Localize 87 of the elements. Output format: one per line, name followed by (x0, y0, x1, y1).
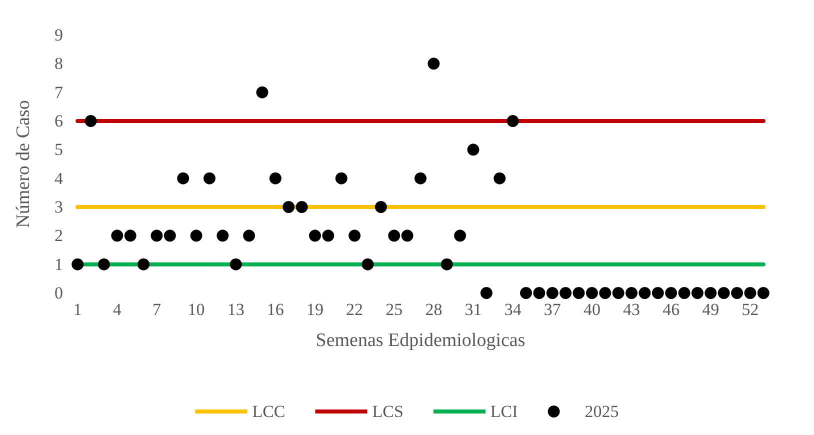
x-tick-label: 52 (742, 300, 759, 319)
point (296, 201, 308, 213)
legend-label: LCS (372, 402, 404, 421)
point (480, 287, 492, 299)
y-axis-title: Número de Caso (13, 100, 34, 228)
point (388, 230, 400, 242)
x-tick-label: 28 (425, 300, 442, 319)
x-tick-label: 40 (583, 300, 600, 319)
y-tick-label: 8 (54, 54, 63, 74)
x-tick-label: 49 (702, 300, 720, 319)
y-tick-label: 3 (54, 198, 63, 216)
point (335, 172, 348, 184)
point (150, 230, 163, 242)
point (243, 230, 256, 242)
point (138, 258, 150, 270)
x-tick-label: 37 (544, 300, 562, 319)
x-tick-label: 34 (504, 300, 522, 319)
y-tick-label: 6 (54, 112, 63, 130)
point (256, 86, 268, 98)
point (190, 230, 202, 242)
x-tick-label: 10 (188, 300, 205, 319)
point (494, 172, 506, 184)
point (704, 287, 717, 299)
legend-label: LCI (490, 402, 518, 421)
point (72, 258, 84, 270)
point (282, 201, 295, 213)
point (520, 287, 532, 299)
y-tick-label: 0 (54, 284, 63, 302)
point (98, 258, 110, 270)
point (678, 287, 690, 299)
x-tick-label: 19 (306, 300, 324, 319)
point (348, 230, 361, 242)
point (111, 230, 124, 242)
point (506, 115, 519, 127)
point (626, 287, 638, 299)
x-tick-label: 1 (73, 300, 82, 319)
point (718, 287, 730, 299)
x-tick-label: 7 (152, 300, 162, 319)
point (177, 172, 190, 184)
point (572, 287, 585, 299)
y-tick-label: 7 (54, 82, 64, 102)
point (401, 230, 414, 242)
point (744, 287, 756, 299)
x-tick-label: 22 (346, 300, 364, 319)
point (533, 287, 546, 299)
point (414, 172, 426, 184)
point (309, 230, 321, 242)
point (467, 144, 480, 156)
point (586, 287, 598, 299)
point (269, 172, 282, 184)
legend-label: LCC (252, 402, 286, 421)
point (599, 287, 612, 299)
point (362, 258, 374, 270)
x-axis-title: Semenas Edpidemiologicas (316, 330, 526, 351)
point (440, 258, 453, 270)
y-tick-label: 9 (54, 26, 63, 44)
y-tick-label: 2 (54, 226, 63, 246)
y-tick-label: 1 (54, 254, 63, 274)
point (652, 287, 664, 299)
point (428, 58, 440, 70)
point (84, 115, 97, 127)
point (164, 230, 176, 242)
point (203, 172, 216, 184)
point (731, 287, 744, 299)
x-tick-label: 4 (112, 300, 122, 319)
point (230, 258, 242, 270)
x-tick-label: 13 (227, 300, 244, 319)
legend-label: 2025 (584, 402, 619, 421)
x-tick-label: 43 (623, 300, 640, 319)
x-tick-label: 31 (464, 300, 482, 319)
point (322, 230, 334, 242)
x-tick-label: 46 (662, 300, 680, 319)
y-tick-label: 5 (54, 140, 63, 160)
point (757, 287, 770, 299)
point (691, 287, 704, 299)
point (665, 287, 678, 299)
x-tick-label: 16 (266, 300, 284, 319)
point (546, 287, 558, 299)
point (612, 287, 624, 299)
point (560, 287, 572, 299)
x-tick-label: 25 (386, 300, 403, 319)
point (374, 201, 387, 213)
point (216, 230, 229, 242)
y-tick-label: 4 (54, 168, 64, 188)
point (638, 287, 651, 299)
point (124, 230, 136, 242)
point (454, 230, 466, 242)
